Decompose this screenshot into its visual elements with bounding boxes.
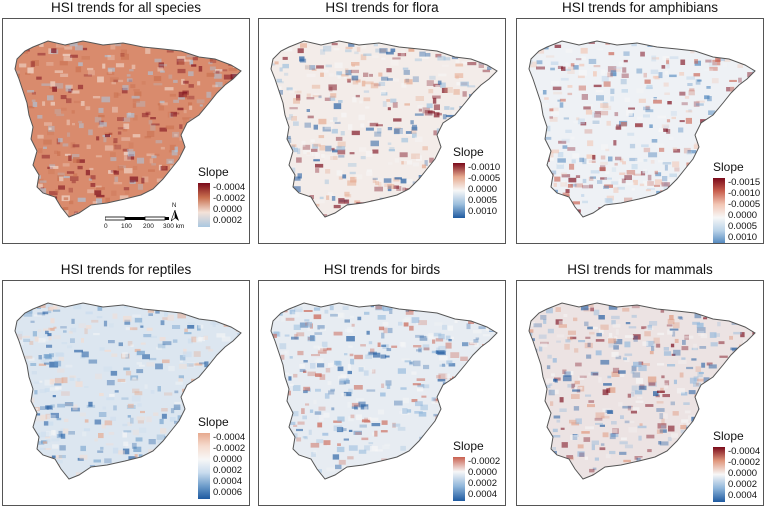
map-frame: Slope -0.0010 -0.0005 0.0000 0.0005 0.0010 (258, 18, 506, 244)
scale-bar: 0 100 200 300 km (104, 211, 189, 237)
legend-tick-label: 0.0002 (728, 479, 758, 490)
map-frame: Slope -0.0004 -0.0002 0.0000 0.0002 0.0004 (516, 280, 764, 506)
legend-tick-label: -0.0015 (728, 177, 761, 188)
legend-title: Slope (198, 415, 229, 429)
legend-colorbar (198, 433, 210, 499)
map-frame: Slope -0.0004 -0.0002 0.0000 0.0002 0.0004 0.0… (2, 280, 250, 506)
legend-tick-label: 0.0004 (468, 489, 498, 500)
legend-title: Slope (713, 429, 744, 443)
legend-colorbar (713, 447, 725, 502)
legend-title: Slope (453, 145, 484, 159)
iberia-map (528, 302, 756, 480)
iberia-map (270, 302, 498, 480)
coastline (528, 40, 756, 218)
coastline (14, 40, 242, 218)
legend-tick-label: -0.0010 (728, 188, 761, 199)
panel-birds: HSI trends for birds Slope -0.0002 0.0000 0… (258, 262, 506, 506)
legend-tick-label: -0.0002 (728, 457, 761, 468)
legend-colorbar (453, 163, 465, 218)
legend-tick-label: -0.0010 (468, 162, 501, 173)
legend-tick-label: 0.0000 (468, 467, 498, 478)
north-label: N (172, 203, 177, 209)
legend-colorbar (713, 178, 725, 243)
panel-flora: HSI trends for flora Slope -0.0010 -0.0005… (258, 0, 506, 244)
legend-tick-label: -0.0005 (728, 199, 761, 210)
legend-tick-label: -0.0002 (213, 443, 246, 454)
legend-tick-label: -0.0004 (728, 446, 761, 457)
panel-amphibians: HSI trends for amphibians Slope -0.0015 -0… (516, 0, 764, 244)
legend-tick-label: 0.0010 (728, 232, 758, 243)
panel-reptiles: HSI trends for reptiles Slope -0.0004 -0.0… (2, 262, 250, 506)
panel-title: HSI trends for amphibians (561, 0, 719, 15)
legend-tick-label: 0.0005 (728, 221, 758, 232)
panel-title: HSI trends for all species (50, 0, 202, 15)
map-frame: Slope -0.0002 0.0000 0.0002 0.0004 (258, 280, 506, 506)
scale-label-0: 0 (104, 223, 108, 230)
map-frame: 0 100 200 300 km N Slope -0.0004 -0.0002 0.… (2, 18, 250, 244)
scale-label-100: 100 (121, 223, 132, 230)
legend: Slope -0.0015 -0.0010 -0.0005 0.0000 0.0005 0.… (713, 160, 763, 243)
legend-tick-label: -0.0004 (213, 182, 246, 193)
iberia-map (270, 40, 498, 218)
north-arrow-icon (171, 210, 179, 222)
legend: Slope -0.0004 -0.0002 0.0000 0.0002 (198, 165, 249, 243)
scale-bar-graphic (105, 216, 169, 221)
legend-tick-label: 0.0006 (213, 487, 243, 498)
panel-all-species: HSI trends for all species 0 100 200 300… (2, 0, 250, 244)
legend-tick-label: 0.0005 (468, 195, 498, 206)
legend-tick-label: 0.0000 (213, 204, 243, 215)
north-arrow: N (171, 203, 181, 223)
panel-title: HSI trends for birds (323, 262, 441, 277)
legend-tick-label: 0.0004 (213, 476, 243, 487)
legend-colorbar (453, 457, 465, 501)
legend-tick-label: 0.0000 (213, 454, 243, 465)
legend: Slope -0.0010 -0.0005 0.0000 0.0005 0.0010 (453, 145, 505, 243)
legend-tick-label: 0.0000 (468, 184, 498, 195)
legend-title: Slope (453, 439, 484, 453)
legend: Slope -0.0002 0.0000 0.0002 0.0004 (453, 439, 505, 505)
legend-tick-label: 0.0004 (728, 490, 758, 501)
land-fill (529, 41, 755, 217)
map-frame: Slope -0.0015 -0.0010 -0.0005 0.0000 0.0005 0.… (516, 18, 764, 244)
legend-title: Slope (198, 165, 229, 179)
coastline (270, 302, 498, 480)
legend-tick-label: -0.0004 (213, 432, 246, 443)
panel-title: HSI trends for flora (325, 0, 439, 15)
scale-label-300: 300 km (163, 223, 185, 230)
coastline (528, 302, 756, 480)
coastline (270, 40, 498, 218)
scale-label-200: 200 (143, 223, 154, 230)
legend-tick-label: -0.0002 (213, 193, 246, 204)
legend-tick-label: 0.0002 (468, 478, 498, 489)
panel-title: HSI trends for mammals (567, 262, 713, 277)
legend-colorbar (198, 183, 210, 227)
panel-mammals: HSI trends for mammals Slope -0.0004 -0.00… (516, 262, 764, 506)
legend: Slope -0.0004 -0.0002 0.0000 0.0002 0.0004 0.0… (198, 415, 249, 505)
iberia-map (528, 40, 756, 218)
legend-tick-label: 0.0010 (468, 206, 498, 217)
land-fill (15, 303, 241, 479)
coastline (14, 302, 242, 480)
legend-title: Slope (713, 160, 744, 174)
legend-tick-label: 0.0000 (728, 210, 758, 221)
legend: Slope -0.0004 -0.0002 0.0000 0.0002 0.0004 (713, 429, 763, 505)
legend-tick-label: -0.0005 (468, 173, 501, 184)
panel-title: HSI trends for reptiles (60, 262, 192, 277)
iberia-map (14, 40, 242, 218)
legend-tick-label: 0.0000 (728, 468, 758, 479)
legend-tick-label: 0.0002 (213, 215, 243, 226)
legend-tick-label: -0.0002 (468, 456, 501, 467)
legend-tick-label: 0.0002 (213, 465, 243, 476)
